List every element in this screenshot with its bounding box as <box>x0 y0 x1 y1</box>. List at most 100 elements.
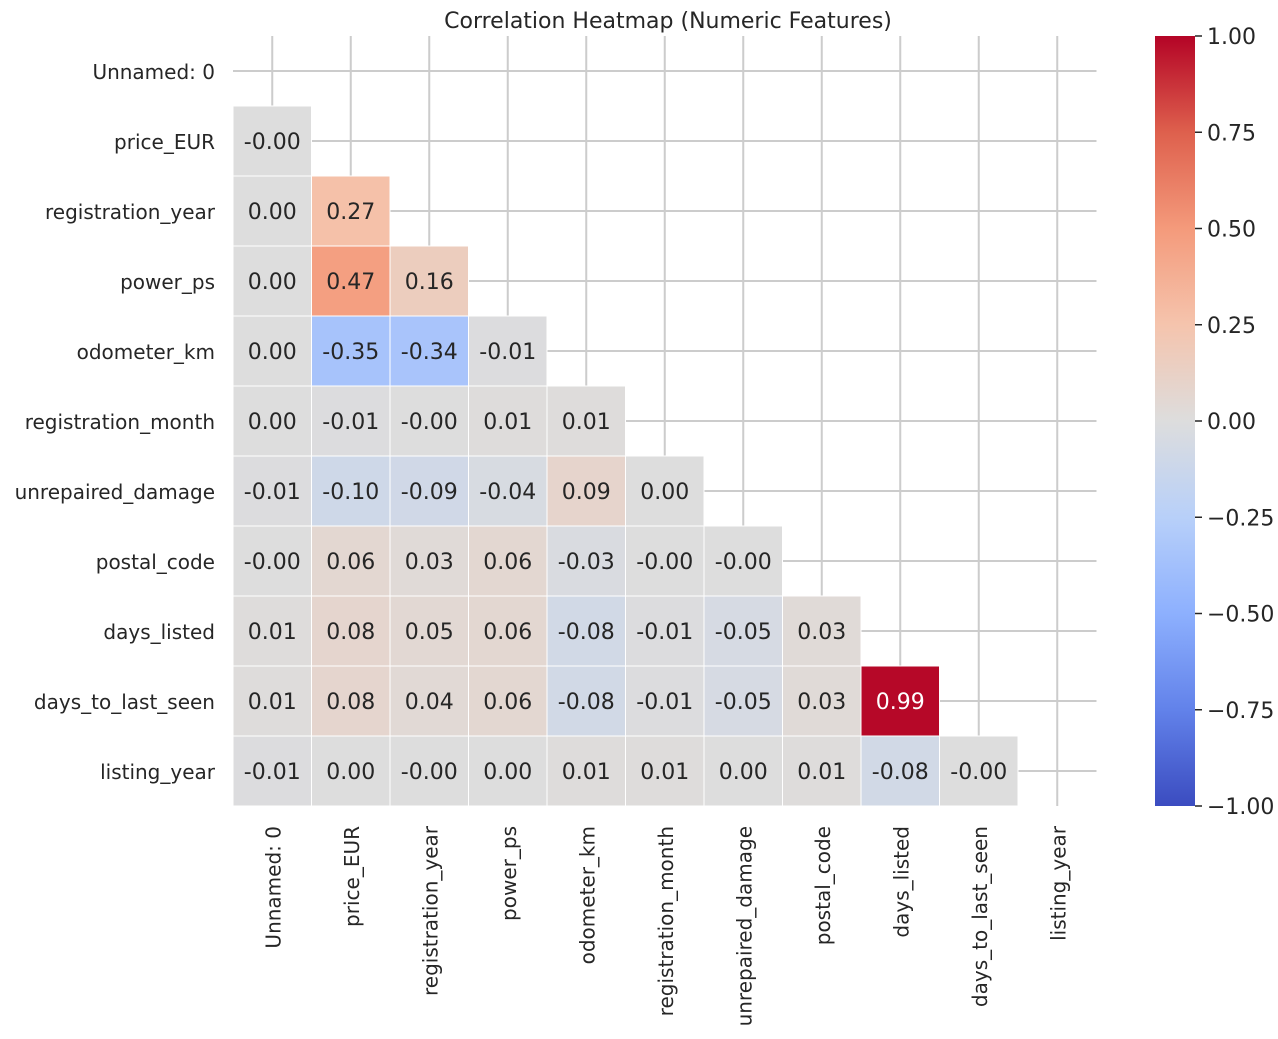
cell-label: 0.00 <box>326 760 375 785</box>
cell-label: -0.01 <box>322 410 379 435</box>
heatmap-cell <box>468 315 548 387</box>
heatmap-cell <box>311 665 391 737</box>
cell-label: -0.00 <box>401 760 458 785</box>
cell-label: -0.04 <box>479 480 536 505</box>
heatmap-cell <box>232 455 312 527</box>
cell-label: 0.06 <box>483 550 532 575</box>
y-tick-label: price_EUR <box>114 130 215 154</box>
cell-label: -0.00 <box>636 550 693 575</box>
y-tick-label: unrepaired_damage <box>15 480 215 504</box>
y-tick-label: odometer_km <box>77 340 215 364</box>
x-tick-labels: Unnamed: 0 price_EUR registration_year powe… <box>261 825 1070 1026</box>
x-tick-label: registration_year <box>418 825 442 996</box>
cell-label: -0.34 <box>401 340 458 365</box>
colorbar-tick-label: 0.75 <box>1207 121 1256 146</box>
heatmap-cell <box>546 455 626 527</box>
heatmap-cell <box>625 735 705 807</box>
colorbar-tick-label: −0.75 <box>1207 699 1274 724</box>
cell-label: -0.01 <box>479 340 536 365</box>
cell-label: -0.01 <box>244 760 301 785</box>
x-tick-label: listing_year <box>1046 825 1070 941</box>
colorbar-tick-label: −0.50 <box>1207 603 1274 628</box>
y-tick-label: Unnamed: 0 <box>92 60 215 84</box>
colorbar-tick-label: −0.25 <box>1207 506 1274 531</box>
y-tick-label: postal_code <box>96 550 215 574</box>
cell-label: -0.05 <box>715 690 772 715</box>
chart-title: Correlation Heatmap (Numeric Features) <box>444 9 892 34</box>
cell-label: 0.16 <box>405 270 454 295</box>
cell-label: 0.08 <box>326 620 375 645</box>
cell-label: 0.99 <box>876 690 925 715</box>
x-tick-label: power_ps <box>497 826 521 921</box>
cell-label: 0.08 <box>326 690 375 715</box>
heatmap-cell <box>625 665 705 737</box>
cell-label: 0.06 <box>483 620 532 645</box>
heatmap-cell <box>468 385 548 457</box>
cell-label: -0.00 <box>244 550 301 575</box>
heatmap-cell <box>389 245 469 317</box>
heatmap-cell <box>311 735 391 807</box>
y-tick-label: days_to_last_seen <box>34 690 215 714</box>
heatmap-cell <box>546 385 626 457</box>
cell-label: -0.01 <box>244 480 301 505</box>
heatmap-cell <box>860 735 940 807</box>
cell-label: -0.00 <box>715 550 772 575</box>
cell-label: 0.00 <box>483 760 532 785</box>
cell-label: 0.00 <box>640 480 689 505</box>
heatmap-cell <box>703 595 783 667</box>
heatmap-cell <box>389 595 469 667</box>
cell-label: 0.03 <box>797 690 846 715</box>
heatmap-cell <box>703 735 783 807</box>
heatmap-cell <box>546 735 626 807</box>
y-tick-label: registration_year <box>45 200 216 224</box>
heatmap-cell <box>232 245 312 317</box>
colorbar-gradient <box>1155 36 1195 806</box>
cell-label: -0.08 <box>872 760 929 785</box>
cell-label: 0.05 <box>405 620 454 645</box>
cell-label: -0.00 <box>401 410 458 435</box>
cell-label: -0.01 <box>636 620 693 645</box>
cell-label: 0.00 <box>248 340 297 365</box>
cell-label: 0.00 <box>248 200 297 225</box>
heatmap-cell <box>782 665 862 737</box>
cell-label: 0.06 <box>326 550 375 575</box>
cell-label: -0.01 <box>636 690 693 715</box>
cell-label: -0.10 <box>322 480 379 505</box>
colorbar: 1.00 0.75 0.50 0.25 0.00 −0.25 −0.50 −0.75 −1.00 <box>1155 25 1274 820</box>
colorbar-tick-label: 0.50 <box>1207 218 1256 243</box>
cell-label: -0.00 <box>244 130 301 155</box>
cell-label: 0.00 <box>248 410 297 435</box>
colorbar-tick-label: −1.00 <box>1207 795 1274 820</box>
cell-label: 0.00 <box>719 760 768 785</box>
heatmap-cell <box>468 735 548 807</box>
cell-label: 0.04 <box>405 690 454 715</box>
x-tick-label: price_EUR <box>340 826 364 927</box>
cell-label: -0.35 <box>322 340 379 365</box>
cell-label: 0.03 <box>405 550 454 575</box>
heatmap-cell <box>232 665 312 737</box>
cell-label: -0.08 <box>558 690 615 715</box>
heatmap-cell <box>782 735 862 807</box>
heatmap-cell <box>546 525 626 597</box>
x-tick-label: days_to_last_seen <box>968 826 992 1007</box>
x-tick-label: postal_code <box>811 826 835 945</box>
heatmap-cell <box>625 595 705 667</box>
cell-label: 0.01 <box>248 690 297 715</box>
heatmap-cell <box>782 595 862 667</box>
y-tick-label: registration_month <box>25 410 215 434</box>
heatmap-cell <box>311 385 391 457</box>
heatmap-cell <box>546 595 626 667</box>
y-tick-labels: Unnamed: 0 price_EUR registration_yearpowe… <box>15 60 216 784</box>
x-tick-label: odometer_km <box>575 826 599 964</box>
cell-label: 0.06 <box>483 690 532 715</box>
x-tick-label: unrepaired_damage <box>732 826 756 1026</box>
heatmap-cell <box>703 525 783 597</box>
heatmap-cell <box>389 525 469 597</box>
x-tick-label: registration_month <box>654 826 678 1016</box>
cell-label: -0.08 <box>558 620 615 645</box>
cell-label: 0.00 <box>248 270 297 295</box>
cell-label: 0.47 <box>326 270 375 295</box>
heatmap-cell <box>389 735 469 807</box>
colorbar-tick-label: 0.25 <box>1207 314 1256 339</box>
